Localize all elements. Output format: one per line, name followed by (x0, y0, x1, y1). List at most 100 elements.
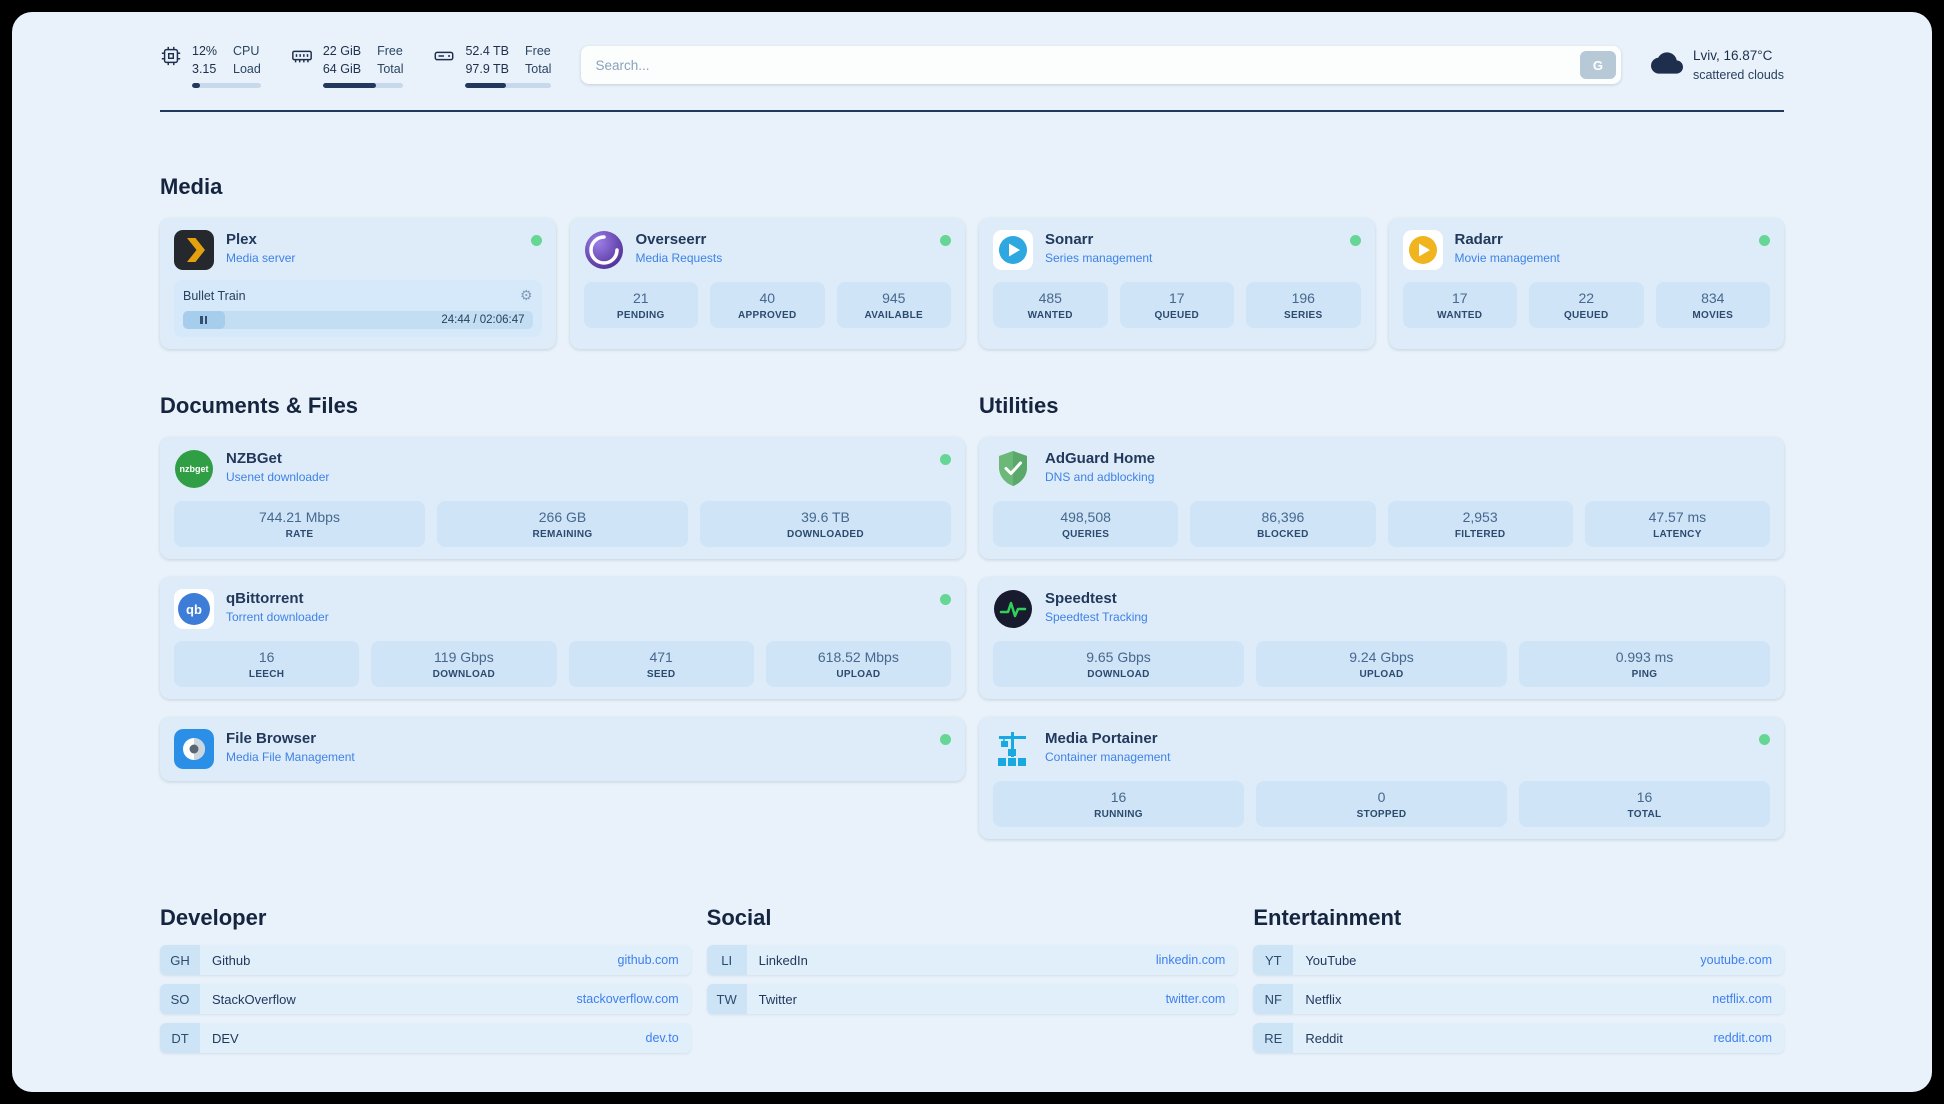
cpu-label: CPU (233, 44, 260, 58)
status-dot (1349, 235, 1361, 247)
bookmark-url[interactable]: dev.to (645, 1031, 679, 1046)
cpu-load-label: Load (233, 62, 261, 77)
bookmarks-section: Developer GH Github github.com SO StackO… (160, 905, 1784, 1092)
disk-progress-bar (465, 83, 552, 89)
stat-value: 744.21 Mbps (259, 509, 340, 526)
service-name[interactable]: NZBGet (226, 450, 282, 468)
playback-progress-fill (183, 311, 225, 330)
service-subtitle: Speedtest Tracking (1045, 610, 1148, 625)
service-card-speedtest[interactable]: Speedtest Speedtest Tracking 9.65 Gbps D… (979, 577, 1784, 700)
radarr-icon (1402, 230, 1443, 271)
adguard-icon (993, 449, 1033, 489)
service-name[interactable]: Media Portainer (1045, 730, 1158, 748)
memory-icon (291, 45, 313, 72)
bookmark-linkedin[interactable]: LI LinkedIn linkedin.com (706, 945, 1238, 976)
stat-value: 119 Gbps (434, 649, 494, 666)
bookmark-name: YouTube (1305, 952, 1357, 968)
stat-value: 9.24 Gbps (1349, 649, 1414, 666)
cloud-icon (1650, 47, 1683, 84)
weather-location: Lviv, 16.87°C (1692, 47, 1773, 63)
stat-value: 16 (258, 649, 275, 666)
memory-free-value: 22 GiB (322, 44, 362, 58)
status-dot (940, 734, 951, 746)
disk-total-label: Total (525, 62, 552, 77)
bookmark-name: Reddit (1305, 1030, 1343, 1046)
playback-progress-bar[interactable]: 24:44 / 02:06:47 (183, 311, 533, 330)
service-name[interactable]: AdGuard Home (1045, 450, 1156, 468)
service-name[interactable]: Sonarr (1045, 231, 1094, 249)
bookmark-stackoverflow[interactable]: SO StackOverflow stackoverflow.com (160, 984, 691, 1015)
dashboard-page: 12% 3.15 CPU Load (12, 12, 1932, 1092)
stat-tile: 0.993 ms PING (1519, 641, 1770, 688)
service-card-radarr[interactable]: Radarr Movie management 17 WANTED 22 QUE… (1388, 218, 1784, 350)
search-input[interactable] (581, 46, 1621, 85)
stat-tile: 16 RUNNING (993, 781, 1244, 828)
service-subtitle: Usenet downloader (226, 470, 330, 485)
service-name[interactable]: Speedtest (1045, 590, 1117, 608)
service-name[interactable]: qBittorrent (226, 590, 304, 608)
stat-tile: 0 STOPPED (1256, 781, 1507, 828)
bookmark-reddit[interactable]: RE Reddit reddit.com (1253, 1023, 1784, 1054)
disk-free-value: 52.4 TB (465, 44, 510, 58)
stat-label: SEED (646, 669, 676, 681)
settings-gear-icon[interactable]: ⚙ (519, 287, 533, 304)
stat-tile: 945 AVAILABLE (836, 282, 951, 329)
section-title-entertainment: Entertainment (1253, 905, 1402, 931)
service-name[interactable]: Plex (226, 231, 257, 249)
service-card-adguard[interactable]: AdGuard Home DNS and adblocking 498,508 … (979, 437, 1784, 560)
stat-label: WANTED (1027, 310, 1073, 322)
stat-label: WANTED (1437, 310, 1483, 322)
bookmark-url[interactable]: reddit.com (1713, 1031, 1772, 1046)
section-title-social: Social (706, 905, 772, 931)
service-card-sonarr[interactable]: Sonarr Series management 485 WANTED 17 Q… (979, 218, 1375, 350)
service-subtitle: Torrent downloader (226, 610, 329, 625)
stat-value: 618.52 Mbps (817, 649, 899, 666)
service-card-portainer[interactable]: Media Portainer Container management 16 … (979, 717, 1784, 840)
service-card-nzbget[interactable]: nzbget NZBGet Usenet downloader 744.21 M… (160, 437, 965, 560)
now-playing-title: Bullet Train (183, 288, 246, 303)
stat-label: PENDING (616, 310, 665, 322)
bookmark-dev[interactable]: DT DEV dev.to (160, 1023, 691, 1054)
service-card-qbittorrent[interactable]: qb qBittorrent Torrent downloader 16 LEE… (160, 577, 965, 700)
search-provider-button[interactable]: G (1579, 51, 1616, 80)
bookmark-netflix[interactable]: NF Netflix netflix.com (1253, 984, 1784, 1015)
bookmark-url[interactable]: youtube.com (1700, 953, 1772, 968)
plex-icon (174, 230, 214, 271)
service-name[interactable]: Radarr (1454, 231, 1503, 249)
service-name[interactable]: File Browser (226, 730, 317, 748)
service-name[interactable]: Overseerr (635, 231, 707, 249)
cpu-value: 12% (192, 44, 218, 58)
status-dot (940, 454, 951, 466)
bookmark-github[interactable]: GH Github github.com (160, 945, 691, 976)
section-title-utilities: Utilities (979, 393, 1059, 419)
bookmark-url[interactable]: github.com (617, 953, 679, 968)
stat-label: REMAINING (532, 529, 593, 541)
stat-value: 834 (1701, 290, 1725, 307)
bookmark-group-entertainment: Entertainment YT YouTube youtube.com NF … (1253, 905, 1784, 1054)
bookmark-url[interactable]: linkedin.com (1155, 953, 1226, 968)
stat-value: 266 GB (538, 509, 587, 526)
bookmark-url[interactable]: stackoverflow.com (576, 992, 679, 1007)
stat-label: APPROVED (737, 310, 797, 322)
bookmark-group-social: Social LI LinkedIn linkedin.com TW Twitt… (706, 905, 1238, 1015)
memory-progress-fill (322, 83, 377, 89)
stat-label: LATENCY (1653, 529, 1702, 541)
stat-tile: 485 WANTED (993, 282, 1108, 329)
service-card-overseerr[interactable]: Overseerr Media Requests 21 PENDING 40 A… (569, 218, 965, 350)
bookmark-twitter[interactable]: TW Twitter twitter.com (706, 984, 1238, 1015)
bookmark-url[interactable]: netflix.com (1712, 992, 1772, 1007)
svg-text:qb: qb (186, 602, 202, 617)
stat-label: QUERIES (1062, 529, 1110, 541)
memory-total-label: Total (377, 62, 404, 77)
disk-total-value: 97.9 TB (465, 62, 510, 77)
service-card-plex[interactable]: Plex Media server Bullet Train ⚙ 24:44 (160, 218, 556, 350)
service-subtitle: DNS and adblocking (1045, 470, 1155, 485)
resource-widgets: 12% 3.15 CPU Load (160, 42, 552, 89)
bookmark-url[interactable]: twitter.com (1165, 992, 1226, 1007)
service-card-filebrowser[interactable]: File Browser Media File Management (160, 717, 965, 782)
stat-value: 16 (1636, 789, 1653, 806)
topbar-divider (160, 110, 1784, 113)
bookmark-youtube[interactable]: YT YouTube youtube.com (1253, 945, 1784, 976)
status-dot (1759, 235, 1770, 247)
bookmark-name: StackOverflow (212, 991, 296, 1007)
